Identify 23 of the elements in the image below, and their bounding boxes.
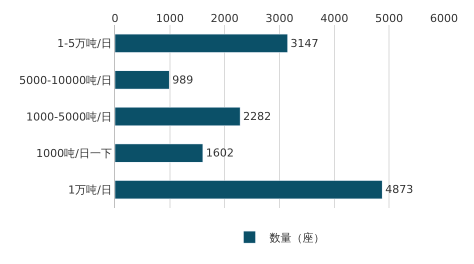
data-label: 4873	[385, 183, 414, 196]
y-tick-label: 5000-10000吨/日	[19, 74, 112, 87]
bar	[115, 180, 382, 200]
x-tick-label: 5000	[375, 12, 404, 25]
bar	[115, 107, 240, 126]
x-tick-label: 1000	[156, 12, 184, 25]
y-tick-label: 1-5万吨/日	[57, 37, 112, 50]
data-label: 1602	[206, 146, 234, 160]
bar	[115, 70, 170, 90]
y-tick-label: 1000吨/日一下	[36, 146, 112, 160]
data-label: 2282	[243, 110, 272, 123]
data-label: 3147	[290, 36, 319, 50]
data-label: 989	[172, 73, 194, 86]
x-tick-label: 4000	[320, 12, 348, 25]
bar	[115, 34, 288, 53]
y-tick-label: 1000-5000吨/日	[26, 110, 112, 124]
x-tick-label: 6000	[430, 12, 458, 25]
y-tick-label: 1万吨/日	[68, 184, 112, 197]
x-tick-label: 2000	[210, 12, 239, 25]
bar	[115, 144, 204, 162]
legend-label: 数量（座）	[270, 231, 324, 244]
x-tick-label: 3000	[266, 12, 294, 25]
x-tick-label: 0	[112, 12, 118, 25]
